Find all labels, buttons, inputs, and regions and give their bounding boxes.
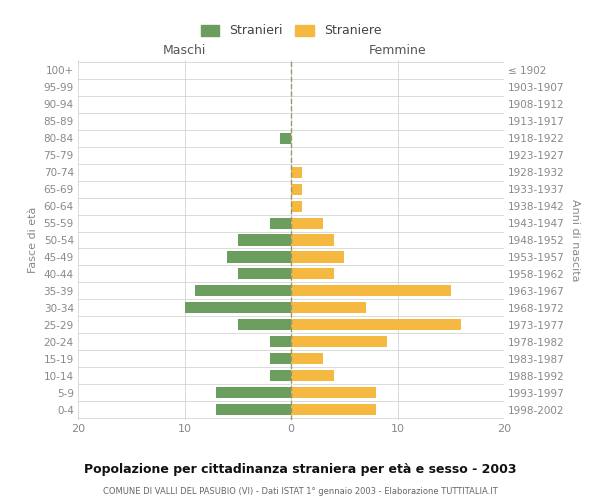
Bar xyxy=(227,252,291,262)
Bar xyxy=(291,252,344,262)
Bar xyxy=(238,320,291,330)
Bar xyxy=(270,370,291,382)
Bar xyxy=(291,302,365,314)
Bar xyxy=(291,336,387,347)
Bar xyxy=(291,286,451,296)
Bar xyxy=(291,268,334,280)
Y-axis label: Fasce di età: Fasce di età xyxy=(28,207,38,273)
Bar xyxy=(291,370,334,382)
Bar xyxy=(217,388,291,398)
Bar xyxy=(270,218,291,228)
Bar xyxy=(291,320,461,330)
Bar xyxy=(291,234,334,246)
Bar xyxy=(291,354,323,364)
Legend: Stranieri, Straniere: Stranieri, Straniere xyxy=(196,20,386,42)
Bar xyxy=(291,218,323,228)
Text: COMUNE DI VALLI DEL PASUBIO (VI) - Dati ISTAT 1° gennaio 2003 - Elaborazione TUT: COMUNE DI VALLI DEL PASUBIO (VI) - Dati … xyxy=(103,488,497,496)
Bar xyxy=(291,200,302,211)
Bar xyxy=(291,388,376,398)
Bar xyxy=(291,166,302,177)
Text: Femmine: Femmine xyxy=(368,44,427,58)
Text: Maschi: Maschi xyxy=(163,44,206,58)
Bar xyxy=(270,336,291,347)
Bar xyxy=(280,132,291,143)
Bar xyxy=(291,404,376,415)
Bar xyxy=(291,184,302,194)
Y-axis label: Anni di nascita: Anni di nascita xyxy=(571,198,580,281)
Bar xyxy=(217,404,291,415)
Bar xyxy=(238,234,291,246)
Bar xyxy=(270,354,291,364)
Text: Popolazione per cittadinanza straniera per età e sesso - 2003: Popolazione per cittadinanza straniera p… xyxy=(84,462,516,475)
Bar xyxy=(238,268,291,280)
Bar xyxy=(195,286,291,296)
Bar xyxy=(185,302,291,314)
